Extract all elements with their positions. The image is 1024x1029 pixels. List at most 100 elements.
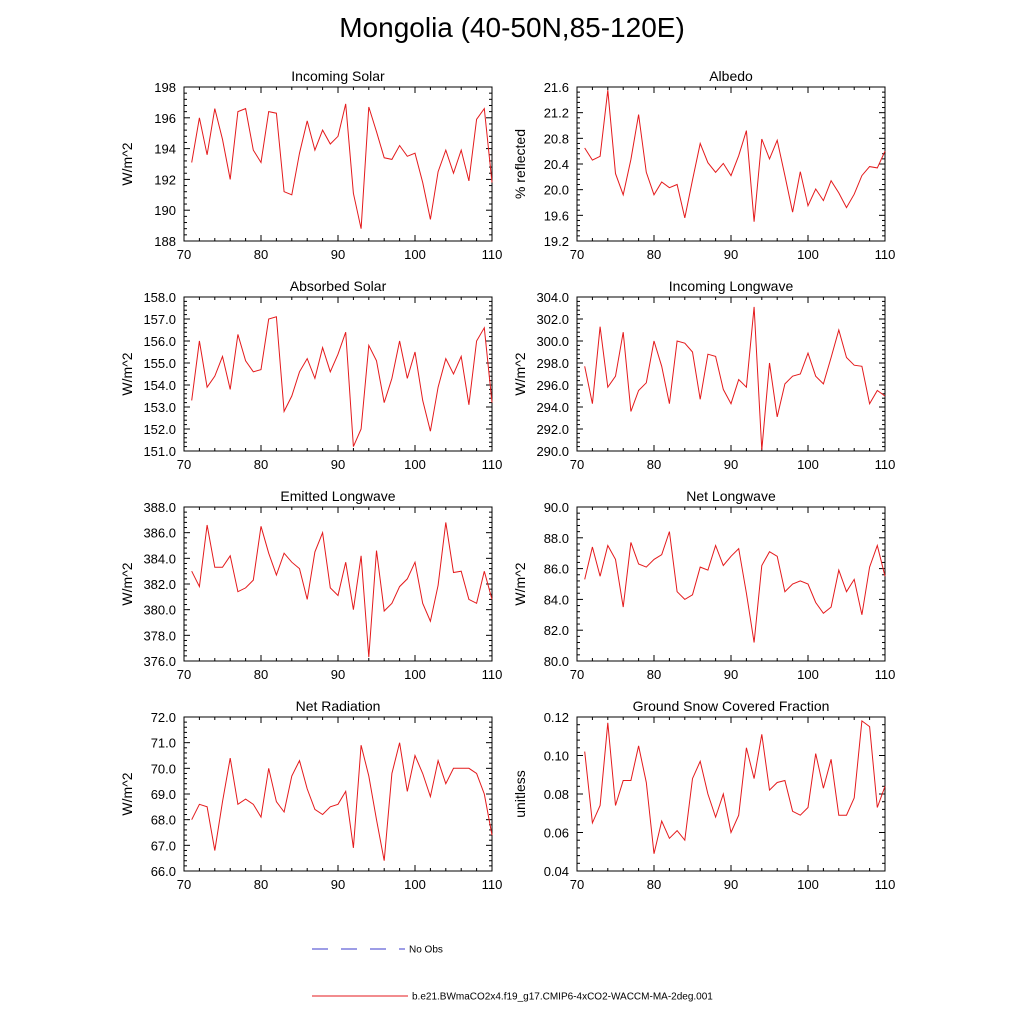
series-line xyxy=(191,742,493,861)
y-tick-label: 71.0 xyxy=(151,736,176,751)
x-tick-label: 110 xyxy=(482,247,503,262)
panel-title: Incoming Longwave xyxy=(669,278,794,294)
x-tick-label: 80 xyxy=(254,877,268,892)
panel-3: Absorbed Solar W/m^2 70 80 90 100 110 151.0 152.… xyxy=(119,278,502,472)
x-tick-label: 70 xyxy=(570,247,584,262)
panel-6: Net Longwave W/m^2 70 80 90 100 110 80.0 82.0 84.… xyxy=(512,488,895,682)
x-tick-label: 80 xyxy=(254,667,268,682)
series-line xyxy=(191,316,493,447)
y-axis-label: W/m^2 xyxy=(119,142,135,185)
y-tick-label: 155.0 xyxy=(143,356,176,371)
x-tick-label: 80 xyxy=(647,667,661,682)
plot-frame xyxy=(576,86,886,242)
y-tick-label: 19.6 xyxy=(544,208,569,223)
x-tick-label: 100 xyxy=(797,457,819,472)
x-tick-label: 80 xyxy=(647,457,661,472)
y-tick-label: 0.04 xyxy=(544,864,569,879)
y-tick-label: 294.0 xyxy=(536,400,569,415)
panel-title: Incoming Solar xyxy=(291,68,385,84)
x-tick-label: 110 xyxy=(875,457,896,472)
y-axis-label: W/m^2 xyxy=(119,772,135,815)
panel-title: Net Radiation xyxy=(296,698,381,714)
y-tick-label: 0.08 xyxy=(544,787,569,802)
x-tick-label: 70 xyxy=(570,877,584,892)
x-tick-label: 90 xyxy=(331,667,345,682)
x-tick-label: 100 xyxy=(797,877,819,892)
x-tick-label: 90 xyxy=(724,877,738,892)
x-tick-label: 80 xyxy=(254,247,268,262)
y-tick-label: 196 xyxy=(154,111,176,126)
y-tick-label: 296.0 xyxy=(536,378,569,393)
y-tick-label: 300.0 xyxy=(536,334,569,349)
y-tick-label: 388.0 xyxy=(143,500,176,515)
plot-frame xyxy=(576,506,886,662)
figure-title: Mongolia (40-50N,85-120E) xyxy=(339,12,685,43)
x-tick-label: 100 xyxy=(797,247,819,262)
panel-title: Ground Snow Covered Fraction xyxy=(633,698,830,714)
y-tick-label: 292.0 xyxy=(536,422,569,437)
panel-8: Ground Snow Covered Fraction unitless 70 80… xyxy=(512,698,895,892)
y-tick-label: 298.0 xyxy=(536,356,569,371)
y-tick-label: 190 xyxy=(154,203,176,218)
y-tick-label: 153.0 xyxy=(143,400,176,415)
plot-frame xyxy=(576,296,886,452)
panel-2: Albedo % reflected 70 80 90 100 110 19.2 19.6 20.… xyxy=(512,68,895,262)
y-tick-label: 66.0 xyxy=(151,864,176,879)
x-tick-label: 70 xyxy=(177,667,191,682)
x-tick-label: 90 xyxy=(331,457,345,472)
x-tick-label: 100 xyxy=(404,877,426,892)
x-tick-label: 80 xyxy=(647,877,661,892)
y-tick-label: 21.2 xyxy=(544,106,569,121)
y-tick-label: 302.0 xyxy=(536,312,569,327)
y-tick-label: 86.0 xyxy=(544,562,569,577)
series-line xyxy=(584,90,886,222)
panel-title: Absorbed Solar xyxy=(290,278,387,294)
x-tick-label: 80 xyxy=(254,457,268,472)
x-tick-label: 100 xyxy=(404,247,426,262)
x-tick-label: 110 xyxy=(482,457,503,472)
y-axis-label: % reflected xyxy=(512,129,528,199)
x-tick-label: 110 xyxy=(482,877,503,892)
y-tick-label: 194 xyxy=(154,142,176,157)
panel-title: Emitted Longwave xyxy=(280,488,395,504)
y-tick-label: 304.0 xyxy=(536,290,569,305)
plot-frame xyxy=(183,86,493,242)
x-tick-label: 70 xyxy=(570,667,584,682)
x-tick-label: 70 xyxy=(570,457,584,472)
x-tick-label: 100 xyxy=(404,667,426,682)
y-tick-label: 0.10 xyxy=(544,749,569,764)
y-axis-label: W/m^2 xyxy=(512,562,528,605)
series-line xyxy=(191,103,493,229)
y-tick-label: 151.0 xyxy=(143,444,176,459)
legend-label: No Obs xyxy=(409,945,443,956)
x-tick-label: 90 xyxy=(331,247,345,262)
x-tick-label: 90 xyxy=(724,667,738,682)
y-tick-label: 158.0 xyxy=(143,290,176,305)
panel-5: Emitted Longwave W/m^2 70 80 90 100 110 376.0 37… xyxy=(119,488,502,682)
panel-title: Net Longwave xyxy=(686,488,776,504)
y-tick-label: 88.0 xyxy=(544,531,569,546)
y-tick-label: 72.0 xyxy=(151,710,176,725)
x-tick-label: 110 xyxy=(875,877,896,892)
y-tick-label: 84.0 xyxy=(544,592,569,607)
y-tick-label: 152.0 xyxy=(143,422,176,437)
panel-1: Incoming Solar W/m^2 70 80 90 100 110 188 190 192… xyxy=(119,68,502,262)
plot-frame xyxy=(183,716,493,872)
x-tick-label: 80 xyxy=(647,247,661,262)
y-tick-label: 188 xyxy=(154,234,176,249)
y-tick-label: 290.0 xyxy=(536,444,569,459)
plot-frame xyxy=(183,296,493,452)
y-tick-label: 376.0 xyxy=(143,654,176,669)
y-tick-label: 0.12 xyxy=(544,710,569,725)
y-tick-label: 198 xyxy=(154,80,176,95)
y-tick-label: 386.0 xyxy=(143,526,176,541)
series-line xyxy=(584,531,886,643)
y-tick-label: 378.0 xyxy=(143,628,176,643)
y-tick-label: 157.0 xyxy=(143,312,176,327)
y-tick-label: 20.8 xyxy=(544,131,569,146)
y-tick-label: 82.0 xyxy=(544,623,569,638)
y-tick-label: 156.0 xyxy=(143,334,176,349)
series-line xyxy=(584,719,886,854)
